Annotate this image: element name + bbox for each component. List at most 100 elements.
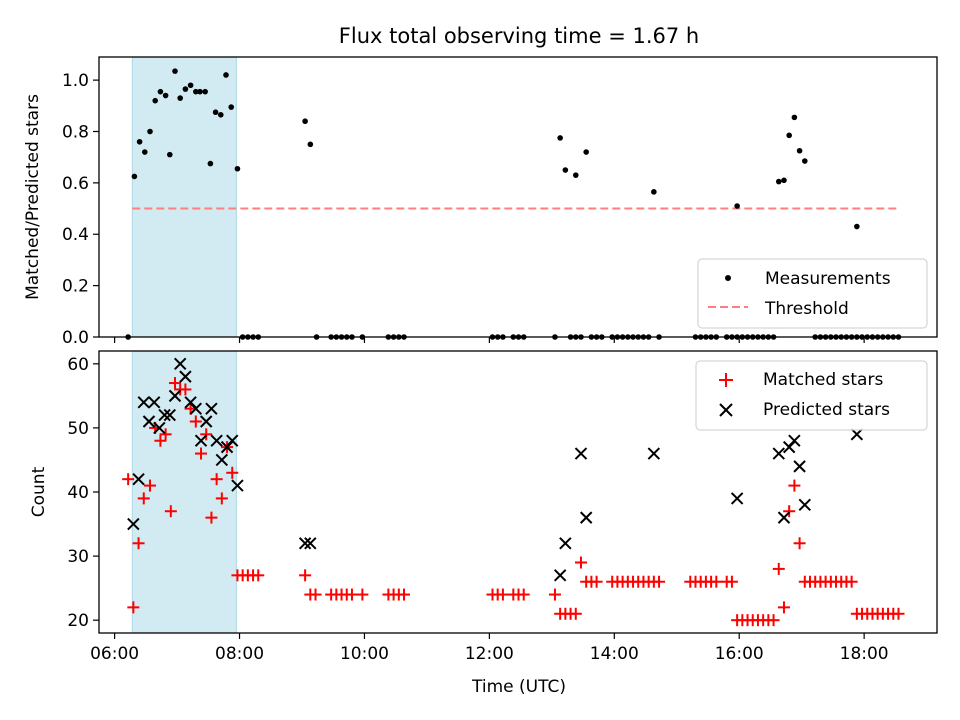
- measurement-point: [796, 147, 803, 154]
- predicted-star-point: [163, 408, 176, 422]
- x-tick-label: 06:00: [90, 644, 139, 664]
- measurement-point: [557, 135, 563, 141]
- predicted-star-point: [179, 370, 192, 383]
- shaded-interval: [131, 350, 237, 634]
- measurement-point: [147, 128, 153, 135]
- predicted-star-point: [793, 460, 806, 473]
- matched-star-point: [345, 588, 358, 601]
- measurement-point: [307, 141, 314, 148]
- predicted-star-point: [226, 434, 239, 447]
- matched-star-point: [767, 614, 780, 627]
- predicted-star-point: [137, 396, 150, 409]
- predicted-star-point: [200, 415, 213, 428]
- measurement-point: [162, 92, 169, 99]
- matched-star-point: [299, 569, 312, 582]
- top-panel: 0.0 0.2 0.4 0.6 0.8 1.0 Matched/Predicted sta…: [23, 56, 938, 348]
- x-tick-label: 12:00: [465, 644, 514, 664]
- bottom-y-tick-label: 50: [67, 419, 89, 439]
- measurement-point: [142, 149, 148, 155]
- measurement-point: [212, 109, 219, 116]
- matched-star-point: [569, 607, 582, 620]
- matched-star-point: [788, 479, 801, 492]
- chart-title: Flux total observing time = 1.67 h: [339, 24, 699, 48]
- top-y-tick-label: 0.0: [62, 328, 89, 348]
- measurement-point: [854, 223, 860, 230]
- matched-star-point: [205, 511, 218, 524]
- predicted-star-point: [304, 537, 317, 550]
- observing-interval-shade-bottom: [131, 350, 237, 634]
- measurement-point: [583, 149, 589, 155]
- measurement-points: [125, 68, 902, 340]
- predicted-star-point: [173, 357, 187, 371]
- measurement-point: [223, 72, 229, 78]
- measurement-point: [228, 104, 235, 110]
- matched-star-point: [772, 562, 785, 575]
- matched-star-point: [200, 428, 213, 441]
- matched-star-point: [189, 415, 202, 428]
- bottom-legend: Matched stars Predicted stars: [695, 360, 928, 431]
- matched-star-point: [168, 377, 181, 390]
- x-axis-label: Time (UTC): [471, 677, 566, 697]
- top-y-tick-label: 1.0: [62, 71, 89, 91]
- legend-predicted-label: Predicted stars: [763, 400, 890, 420]
- matched-star-point: [252, 569, 265, 582]
- bottom-y-axis-label: Count: [29, 466, 49, 517]
- matched-star-point: [210, 473, 223, 486]
- matched-star-point: [590, 575, 603, 588]
- x-tick-label: 14:00: [590, 644, 639, 664]
- x-tick-label: 08:00: [215, 644, 264, 664]
- predicted-star-point: [194, 434, 208, 447]
- predicted-star-point: [559, 537, 572, 550]
- measurement-point: [651, 189, 657, 195]
- bottom-axes-frame: [98, 350, 938, 634]
- predicted-star-point: [142, 415, 156, 428]
- matched-star-point: [517, 588, 530, 601]
- predicted-star-point: [788, 434, 801, 447]
- measurement-point: [207, 160, 214, 167]
- matched-star-point: [845, 575, 858, 588]
- top-y-axis-ticks: 0.0 0.2 0.4 0.6 0.8 1.0: [62, 71, 99, 348]
- matched-star-point: [144, 479, 157, 492]
- predicted-star-point: [210, 434, 223, 447]
- predicted-star-point: [158, 408, 171, 422]
- matched-star-point: [122, 473, 135, 486]
- bottom-legend-box: [695, 360, 928, 431]
- measurement-point: [193, 88, 199, 95]
- matched-star-point: [653, 575, 666, 588]
- measurement-point: [152, 97, 159, 104]
- matched-star-point: [159, 428, 172, 441]
- matched-star-point: [226, 466, 239, 479]
- bottom-y-tick-label: 60: [67, 355, 89, 375]
- measurement-point: [182, 86, 189, 92]
- measurement-point: [131, 173, 138, 180]
- matched-star-point: [356, 588, 369, 601]
- matched-star-point: [137, 492, 150, 505]
- observing-interval-shade-top: [131, 56, 237, 338]
- predicted-star-point: [777, 511, 791, 524]
- matched-star-point: [496, 588, 509, 601]
- top-y-tick-label: 0.2: [62, 277, 89, 297]
- measurement-point: [136, 138, 143, 145]
- matched-star-point: [164, 505, 177, 518]
- measurement-point: [786, 132, 792, 139]
- top-y-tick-label: 0.4: [62, 225, 89, 245]
- predicted-star-point: [215, 453, 229, 467]
- legend-matched-label: Matched stars: [763, 370, 883, 390]
- x-tick-label: 16:00: [715, 644, 764, 664]
- predicted-star-point: [850, 428, 864, 441]
- matched-star-point: [154, 434, 167, 447]
- measurement-point: [791, 114, 798, 121]
- matched-star-point: [725, 575, 738, 588]
- matched-star-point: [793, 537, 806, 550]
- predicted-star-point: [153, 421, 166, 435]
- predicted-star-point: [231, 479, 244, 492]
- predicted-star-point: [579, 511, 593, 524]
- predicted-star-point: [132, 472, 145, 486]
- measurement-point: [572, 172, 579, 178]
- bottom-panel: 20 30 40 50 60 06:00 08:00 10:00 12:00 14:00 16:0…: [29, 350, 938, 697]
- measurement-point: [562, 167, 569, 173]
- x-tick-label: 18:00: [840, 644, 889, 664]
- measurement-point: [187, 82, 194, 89]
- measurement-point: [302, 118, 308, 125]
